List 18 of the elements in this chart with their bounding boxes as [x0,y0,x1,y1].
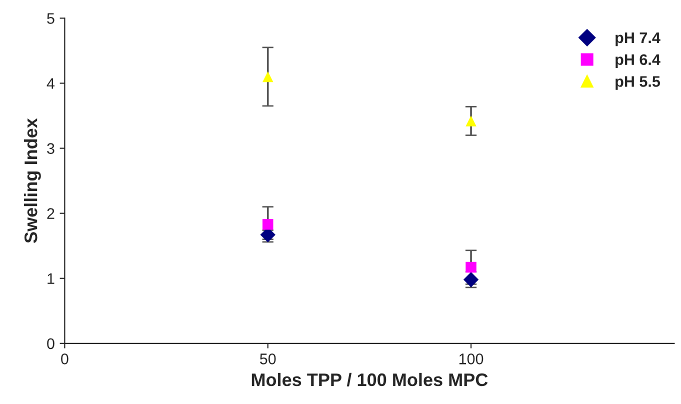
y-tick-label: 3 [47,143,54,154]
point [466,116,476,126]
x-axis-title: Moles TPP / 100 Moles MPC [252,372,488,386]
legend-label: pH 5.5 [616,76,660,90]
y-tick-label: 5 [47,13,54,24]
y-tick-label: 1 [48,273,54,284]
x-tick-label: 0 [61,354,68,364]
y-tick-label: 0 [47,338,54,350]
point [466,262,476,273]
point [262,71,274,82]
point [262,218,274,230]
y-tick-label: 4 [46,78,55,89]
x-tick-label: 50 [260,354,276,364]
y-axis-title: Swelling Index [24,118,41,243]
legend-label: pH 7.4 [616,32,660,46]
legend-label: pH 6.4 [616,54,660,68]
x-tick-label: 100 [459,354,484,364]
y-tick-label: 2 [47,208,54,219]
